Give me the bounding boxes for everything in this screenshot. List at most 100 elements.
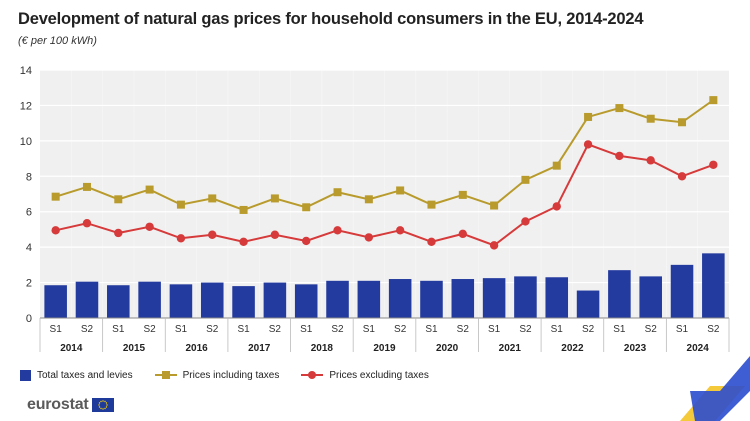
bar-taxes bbox=[107, 285, 130, 318]
bar-taxes bbox=[670, 264, 694, 318]
eurostat-logo: eurostat bbox=[27, 396, 114, 414]
year-label: 2019 bbox=[373, 343, 396, 354]
x-tick-label: S2 bbox=[582, 324, 595, 335]
bar-taxes bbox=[294, 284, 318, 318]
bar-taxes bbox=[514, 276, 537, 318]
incl-taxes-point bbox=[521, 175, 530, 184]
excl-taxes-point bbox=[208, 230, 217, 239]
chart-title: Development of natural gas prices for ho… bbox=[18, 10, 644, 28]
excl-taxes-point bbox=[489, 241, 499, 250]
year-label: 2021 bbox=[499, 343, 522, 354]
legend-label: Prices excluding taxes bbox=[329, 369, 429, 381]
x-tick-label: S2 bbox=[519, 324, 532, 335]
year-label: 2017 bbox=[248, 343, 271, 354]
x-tick-label: S1 bbox=[488, 324, 501, 335]
year-label: 2024 bbox=[687, 343, 710, 354]
y-tick-label: 4 bbox=[26, 242, 32, 254]
bar-taxes bbox=[482, 278, 506, 318]
x-tick-label: S1 bbox=[237, 324, 250, 335]
excl-taxes-point bbox=[82, 219, 92, 228]
bar-taxes bbox=[75, 281, 99, 318]
excl-taxes-point bbox=[583, 140, 593, 149]
excl-taxes-point bbox=[552, 202, 561, 211]
corner-decoration bbox=[680, 356, 750, 421]
excl-taxes-point bbox=[615, 151, 624, 161]
incl-taxes-point bbox=[552, 161, 561, 170]
incl-taxes-point bbox=[678, 118, 687, 127]
excl-taxes-point bbox=[270, 230, 280, 239]
excl-taxes-point bbox=[51, 226, 60, 235]
x-tick-label: S1 bbox=[50, 324, 63, 335]
incl-taxes-point bbox=[646, 114, 655, 123]
incl-taxes-point bbox=[584, 112, 593, 121]
y-tick-label: 2 bbox=[26, 278, 32, 290]
legend-item-excl: Prices excluding taxes bbox=[301, 369, 429, 381]
excl-taxes-point bbox=[176, 234, 186, 243]
x-tick-label: S1 bbox=[676, 324, 689, 335]
incl-taxes-point bbox=[176, 200, 185, 209]
bar-taxes bbox=[608, 270, 631, 318]
bar-taxes bbox=[357, 280, 381, 318]
year-label: 2020 bbox=[436, 343, 459, 354]
incl-taxes-point bbox=[302, 203, 311, 212]
x-tick-label: S1 bbox=[112, 324, 125, 335]
bar-taxes bbox=[138, 281, 161, 318]
legend-label: Prices including taxes bbox=[182, 369, 280, 381]
x-tick-label: S1 bbox=[425, 324, 438, 335]
bar-taxes bbox=[200, 282, 224, 318]
x-tick-label: S2 bbox=[81, 324, 94, 335]
bar-taxes bbox=[232, 286, 255, 318]
incl-taxes-line bbox=[55, 99, 714, 212]
incl-taxes-point bbox=[145, 185, 154, 194]
legend-item-taxes: Total taxes and levies bbox=[20, 369, 133, 381]
incl-taxes-point bbox=[364, 195, 373, 204]
y-tick-label: 8 bbox=[26, 171, 32, 183]
excl-taxes-point bbox=[677, 172, 687, 181]
y-tick-label: 14 bbox=[20, 65, 32, 77]
x-tick-label: S2 bbox=[206, 324, 219, 335]
bar-taxes bbox=[702, 253, 725, 318]
year-label: 2016 bbox=[185, 343, 208, 354]
incl-taxes-point bbox=[396, 186, 405, 195]
y-tick-label: 0 bbox=[26, 313, 32, 325]
bar-taxes bbox=[388, 279, 412, 318]
incl-taxes-point bbox=[239, 205, 248, 214]
incl-taxes-point bbox=[709, 96, 718, 105]
excl-taxes-point bbox=[145, 222, 154, 231]
x-tick-label: S1 bbox=[175, 324, 188, 335]
y-tick-label: 10 bbox=[20, 136, 32, 148]
x-tick-label: S2 bbox=[331, 324, 344, 335]
incl-taxes-point bbox=[427, 200, 436, 209]
excl-taxes-point bbox=[427, 237, 436, 247]
year-label: 2014 bbox=[60, 343, 83, 354]
chart-legend: Total taxes and levies Prices including … bbox=[20, 369, 451, 381]
x-tick-label: S1 bbox=[613, 324, 626, 335]
x-tick-label: S1 bbox=[363, 324, 376, 335]
incl-taxes-point bbox=[333, 188, 342, 197]
y-tick-label: 12 bbox=[20, 100, 32, 112]
bar-taxes bbox=[169, 284, 193, 318]
legend-swatch-line-square bbox=[154, 369, 177, 381]
bar-taxes bbox=[576, 290, 600, 318]
excl-taxes-point bbox=[395, 226, 405, 235]
excl-taxes-point bbox=[646, 156, 655, 165]
bar-taxes bbox=[263, 282, 287, 318]
x-tick-label: S2 bbox=[707, 324, 720, 335]
bar-taxes bbox=[44, 285, 67, 318]
excl-taxes-point bbox=[114, 228, 123, 238]
incl-taxes-point bbox=[82, 182, 91, 191]
bar-taxes bbox=[326, 280, 349, 318]
excl-taxes-point bbox=[333, 226, 342, 235]
bar-taxes bbox=[420, 280, 443, 318]
incl-taxes-point bbox=[270, 194, 279, 203]
year-label: 2015 bbox=[123, 343, 146, 354]
x-tick-label: S2 bbox=[457, 324, 470, 335]
x-tick-label: S2 bbox=[143, 324, 156, 335]
incl-taxes-point bbox=[615, 104, 624, 113]
legend-swatch-bar bbox=[20, 369, 31, 381]
bar-taxes bbox=[545, 277, 569, 318]
legend-item-incl: Prices including taxes bbox=[154, 369, 280, 381]
excl-taxes-point bbox=[521, 217, 530, 226]
incl-taxes-point bbox=[51, 192, 60, 201]
year-label: 2023 bbox=[624, 343, 647, 354]
